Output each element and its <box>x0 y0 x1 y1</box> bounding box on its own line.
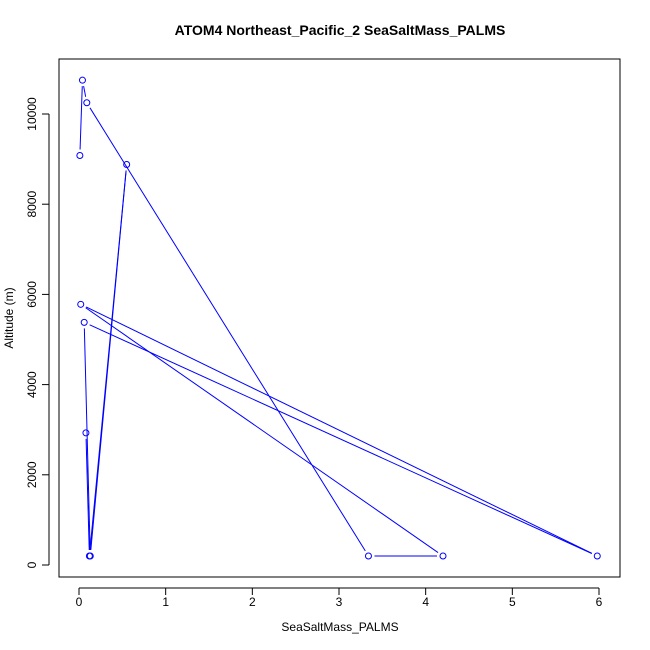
x-tick-label: 6 <box>596 595 603 609</box>
x-tick-label: 3 <box>336 595 343 609</box>
series-line-segment <box>85 306 593 554</box>
x-tick-label: 2 <box>249 595 256 609</box>
series-line-segment <box>83 328 91 550</box>
data-point <box>78 76 86 84</box>
series-lines <box>79 85 593 557</box>
series-line-segment <box>89 324 593 554</box>
chart-title: ATOM4 Northeast_Pacific_2 SeaSaltMass_PA… <box>175 22 506 38</box>
x-tick-label: 4 <box>422 595 429 609</box>
data-point <box>83 99 91 107</box>
data-point <box>593 552 601 560</box>
data-point <box>85 552 93 560</box>
x-tick-label: 1 <box>162 595 169 609</box>
y-axis-label: Altitude (m) <box>2 287 16 348</box>
series-line-segment <box>85 438 90 550</box>
y-tick-label: 10000 <box>25 97 39 131</box>
x-axis: 0 1 2 3 4 5 6 <box>76 587 603 609</box>
data-point <box>439 552 447 560</box>
y-tick-label: 4000 <box>25 371 39 398</box>
x-axis-label: SeaSaltMass_PALMS <box>281 620 398 634</box>
series-line-segment <box>83 85 87 97</box>
data-point <box>82 429 90 437</box>
y-axis: 0 2000 4000 6000 8000 10000 <box>25 97 50 568</box>
series-line-segment <box>85 307 439 553</box>
data-point <box>77 300 85 308</box>
y-tick-label: 6000 <box>25 281 39 308</box>
series-line-segment <box>89 107 366 552</box>
y-tick-label: 8000 <box>25 191 39 218</box>
data-point <box>123 161 131 169</box>
series-line-segment <box>79 86 83 150</box>
data-point <box>76 151 84 159</box>
series-line-segment <box>89 170 127 551</box>
data-point <box>80 318 88 326</box>
series-points <box>76 76 601 560</box>
y-tick-label: 0 <box>25 561 39 568</box>
data-point <box>364 552 372 560</box>
plot-frame <box>58 58 621 578</box>
x-tick-label: 0 <box>76 595 83 609</box>
y-tick-label: 2000 <box>25 461 39 488</box>
x-tick-label: 5 <box>509 595 516 609</box>
